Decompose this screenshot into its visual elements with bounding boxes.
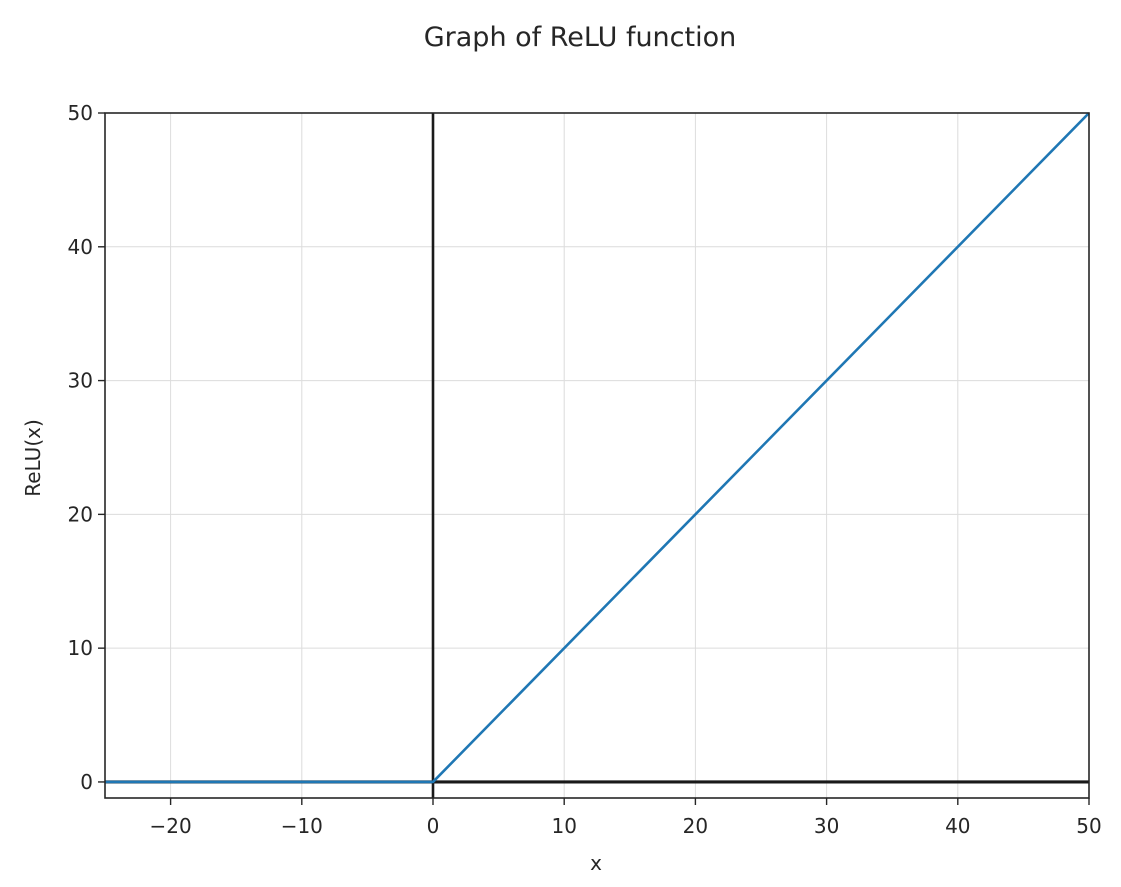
x-axis-label: x (590, 851, 602, 875)
x-tick-label: 30 (814, 814, 839, 838)
y-tick-label: 40 (68, 235, 93, 259)
x-tick-label: 40 (945, 814, 970, 838)
x-axis: −20 −10 0 10 20 30 40 50 (149, 798, 1102, 838)
series-layer (105, 112, 1090, 784)
chart-title: Graph of ReLU function (424, 22, 737, 53)
y-tick-label: 30 (68, 369, 93, 393)
x-tick-label: 50 (1076, 814, 1101, 838)
y-axis: 0 10 20 30 40 50 (68, 101, 105, 794)
x-tick-label: 10 (551, 814, 576, 838)
reference-lines (105, 113, 1089, 798)
y-tick-label: 10 (68, 636, 93, 660)
y-tick-label: 0 (80, 770, 93, 794)
relu-series-line (105, 112, 1090, 784)
y-tick-label: 50 (68, 101, 93, 125)
x-tick-label: −10 (281, 814, 323, 838)
x-tick-label: 20 (683, 814, 708, 838)
x-tick-label: 0 (427, 814, 440, 838)
y-axis-label: ReLU(x) (21, 419, 45, 497)
y-tick-label: 20 (68, 502, 93, 526)
plot-frame (104, 112, 1090, 799)
x-tick-label: −20 (149, 814, 191, 838)
grid (105, 112, 1090, 798)
